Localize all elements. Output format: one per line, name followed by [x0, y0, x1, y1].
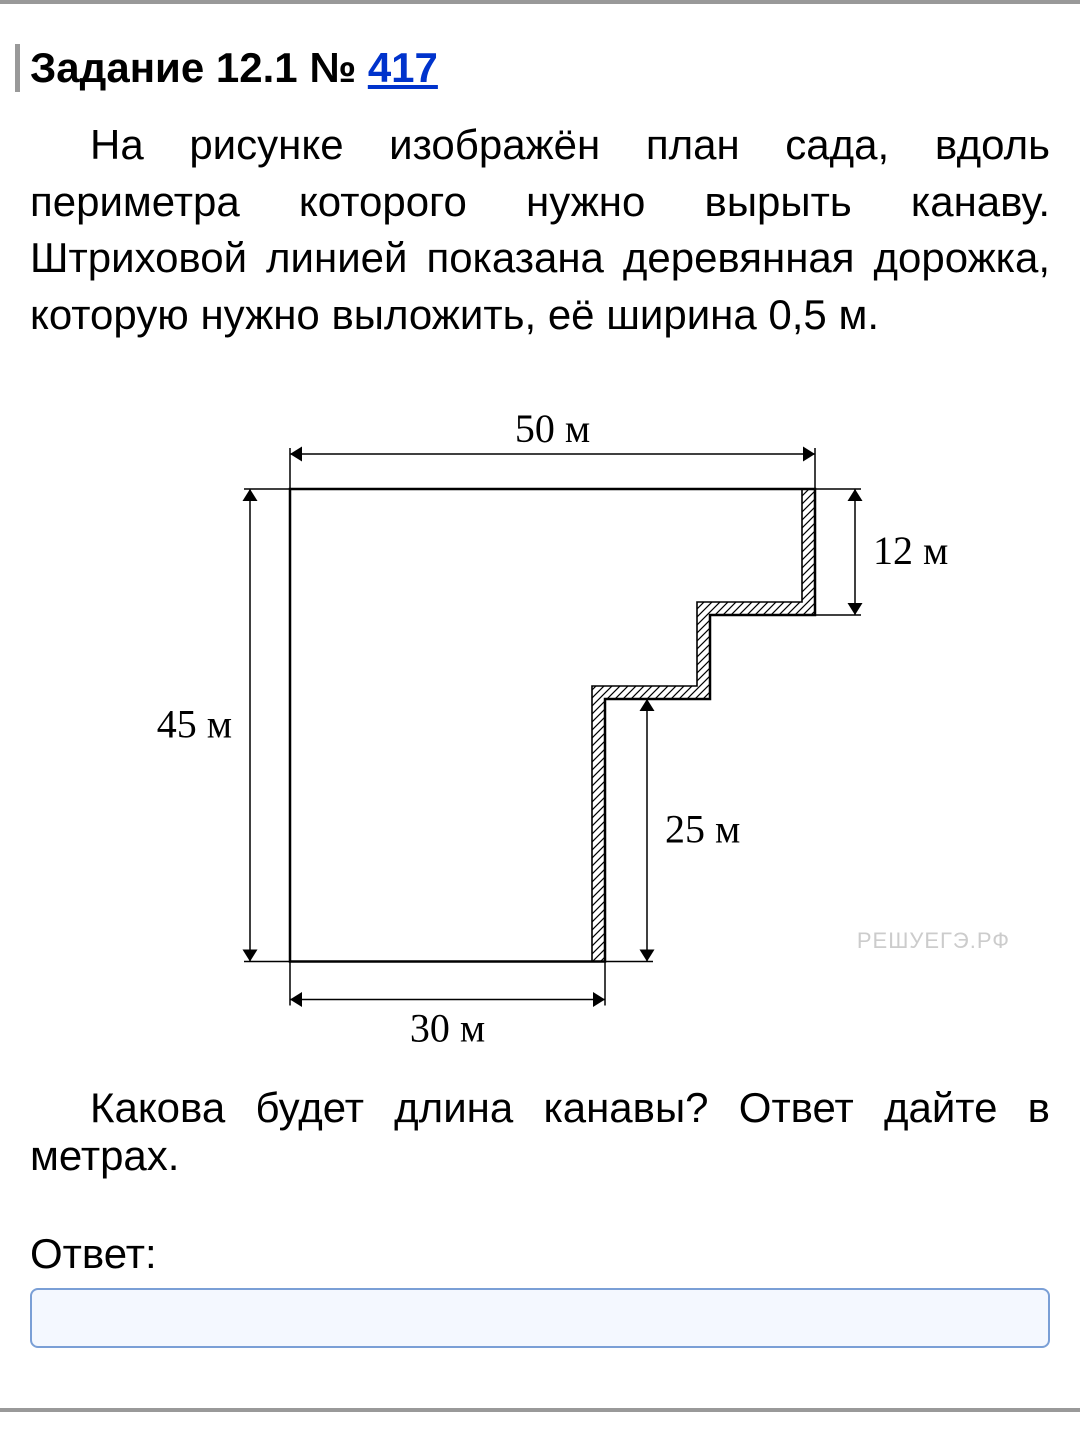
svg-text:45 м: 45 м	[157, 701, 232, 746]
svg-text:25 м: 25 м	[665, 806, 740, 851]
task-title: Задание 12.1 № 417	[15, 44, 1050, 92]
content-area: Задание 12.1 № 417 На рисунке изображён …	[0, 44, 1080, 1348]
svg-text:12 м: 12 м	[873, 528, 948, 573]
watermark: РЕШУЕГЭ.РФ	[857, 928, 1010, 954]
diagram-area: 50 м 12 м 45 м 25 м 30 м РЕШУЕГЭ.РФ	[30, 384, 1050, 1044]
svg-text:30 м: 30 м	[410, 1005, 485, 1044]
answer-label: Ответ:	[30, 1230, 1050, 1278]
task-prefix: Задание 12.1 №	[30, 44, 368, 91]
svg-text:50 м: 50 м	[515, 406, 590, 451]
bottom-divider	[0, 1408, 1080, 1412]
question-text: Какова будет длина канавы? Ответ дайте в…	[30, 1084, 1050, 1180]
answer-input[interactable]	[30, 1288, 1050, 1348]
task-text: На рисунке изображён план сада, вдоль пе…	[30, 117, 1050, 344]
top-divider	[0, 0, 1080, 4]
garden-plan-diagram: 50 м 12 м 45 м 25 м 30 м	[90, 384, 990, 1044]
task-number-link[interactable]: 417	[368, 44, 438, 91]
